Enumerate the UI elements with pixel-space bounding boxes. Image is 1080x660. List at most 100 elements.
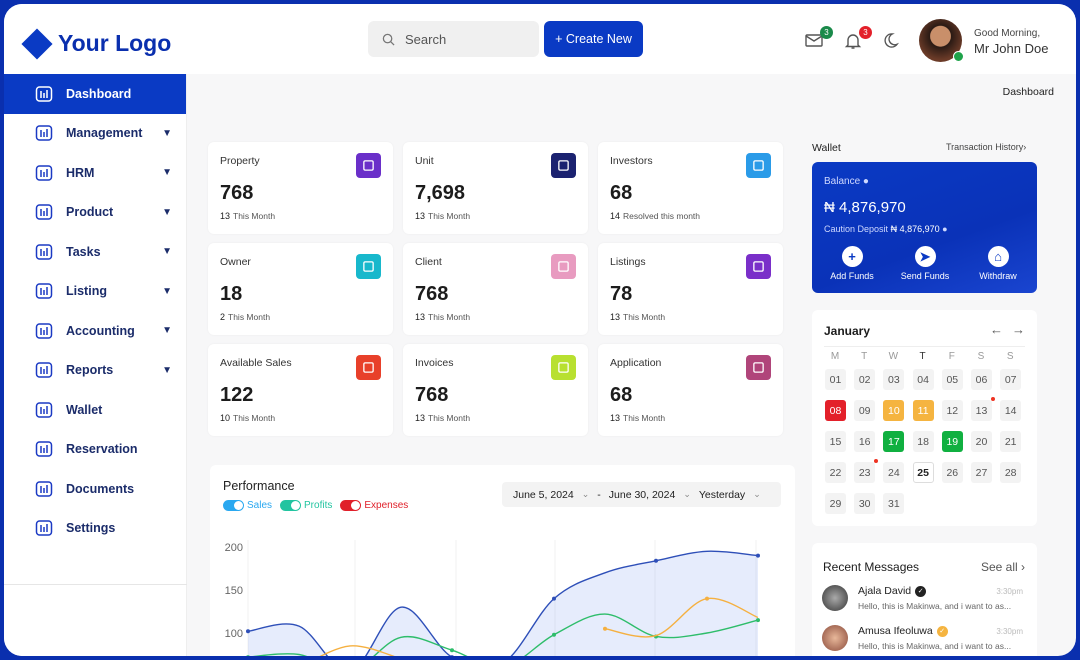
y-tick-label: 150 xyxy=(225,585,243,597)
calendar-day[interactable]: 16 xyxy=(854,431,876,452)
calendar-day[interactable]: 13 xyxy=(971,397,995,421)
range-select[interactable]: Yesterday xyxy=(698,488,746,501)
stat-card-available-sales[interactable]: Available Sales 122 10 This Month xyxy=(208,344,393,436)
search-input[interactable]: Search xyxy=(368,21,539,57)
file-icon xyxy=(551,355,576,380)
sidebar-item-listing[interactable]: Listing ▼ xyxy=(4,272,186,312)
next-month-icon[interactable]: → xyxy=(1012,322,1025,337)
send-funds-button[interactable]: ➤ Send Funds xyxy=(890,246,960,281)
sidebar-item-hrm[interactable]: HRM ▼ xyxy=(4,153,186,193)
stat-note: This Month xyxy=(233,211,276,221)
calendar-day[interactable]: 14 xyxy=(1000,400,1022,421)
sidebar-item-wallet[interactable]: Wallet xyxy=(4,390,186,430)
recent-messages: Recent Messages See all › Ajala David ✓ 3… xyxy=(812,543,1037,656)
prev-month-icon[interactable]: ← xyxy=(990,322,1003,337)
eye-icon[interactable]: ● xyxy=(862,176,869,187)
stat-count: 13 xyxy=(610,312,621,322)
toggle-switch[interactable] xyxy=(340,500,362,511)
sidebar-item-reservation[interactable]: Reservation xyxy=(4,430,186,470)
stat-card-client[interactable]: Client 768 13 This Month xyxy=(403,243,588,335)
message-item[interactable]: Ajala David ✓ 3:30pm Hello, this is Makin… xyxy=(822,585,1027,617)
stat-card-owner[interactable]: Owner 18 2 This Month xyxy=(208,243,393,335)
y-tick-label: 100 xyxy=(225,628,243,640)
dark-mode-toggle[interactable] xyxy=(882,32,902,52)
calendar-month: January xyxy=(824,324,871,338)
notifications-button[interactable]: 3 xyxy=(844,26,872,52)
stat-count: 10 xyxy=(220,413,231,423)
legend-profits[interactable]: Profits xyxy=(280,500,332,511)
calendar-day[interactable]: 18 xyxy=(912,431,934,452)
stat-value: 78 xyxy=(610,283,633,305)
info-icon: ● xyxy=(942,224,948,234)
create-new-button[interactable]: + Create New xyxy=(544,21,643,57)
calendar-day[interactable]: 12 xyxy=(941,400,963,421)
sidebar-item-accounting[interactable]: Accounting ▼ xyxy=(4,311,186,351)
calendar-day[interactable]: 10 xyxy=(883,400,905,421)
calendar-day[interactable]: 25 xyxy=(912,462,934,483)
calendar-day[interactable]: 31 xyxy=(883,493,905,514)
see-all-link[interactable]: See all › xyxy=(980,560,1025,574)
withdraw-button[interactable]: ⌂ Withdraw xyxy=(963,246,1033,281)
sidebar-item-product[interactable]: Product ▼ xyxy=(4,193,186,233)
logo[interactable]: Your Logo xyxy=(21,27,171,60)
stat-title: Client xyxy=(415,256,442,268)
legend-sales[interactable]: Sales xyxy=(223,500,272,511)
calendar-day[interactable]: 11 xyxy=(912,400,934,421)
sales-area xyxy=(248,551,758,656)
chevron-down-icon: ⌄ xyxy=(753,489,761,499)
mail-button[interactable]: 3 xyxy=(805,26,833,52)
greeting: Good Morning, xyxy=(974,28,1041,39)
calendar-day[interactable]: 22 xyxy=(825,462,846,483)
sidebar-item-settings[interactable]: Settings xyxy=(4,509,186,549)
stat-card-listings[interactable]: Listings 78 13 This Month xyxy=(598,243,783,335)
calendar-day[interactable]: 15 xyxy=(825,431,846,452)
toggle-switch[interactable] xyxy=(280,500,302,511)
chart-legend: Sales Profits Expenses xyxy=(223,500,408,511)
stat-card-application[interactable]: Application 68 13 This Month xyxy=(598,344,783,436)
balance-value: ₦ 4,876,970 xyxy=(824,199,906,216)
calendar-day[interactable]: 08 xyxy=(825,400,846,421)
stat-card-investors[interactable]: Investors 68 14 Resolved this month xyxy=(598,142,783,234)
start-date[interactable]: June 5, 2024 xyxy=(513,488,574,501)
stat-card-property[interactable]: Property 768 13 This Month xyxy=(208,142,393,234)
calendar-day[interactable]: 03 xyxy=(883,369,905,390)
toggle-switch[interactable] xyxy=(223,500,244,511)
sidebar-item-tasks[interactable]: Tasks ▼ xyxy=(4,232,186,272)
end-date[interactable]: June 30, 2024 xyxy=(608,488,676,501)
calendar-day[interactable]: 17 xyxy=(883,431,905,452)
calendar-day[interactable]: 30 xyxy=(854,493,876,514)
calendar-day[interactable]: 06 xyxy=(971,369,992,390)
stat-note: This Month xyxy=(623,312,666,322)
wallet-card: Balance ● ₦ 4,876,970 Caution Deposit ₦ … xyxy=(812,162,1037,293)
calendar-day[interactable]: 21 xyxy=(1000,431,1022,452)
sidebar-item-dashboard[interactable]: Dashboard xyxy=(4,74,186,114)
legend-expenses[interactable]: Expenses xyxy=(340,500,408,511)
calendar-day[interactable]: 05 xyxy=(941,369,963,390)
stat-count: 14 xyxy=(610,211,621,221)
calendar-day[interactable]: 04 xyxy=(912,369,934,390)
sidebar-item-management[interactable]: Management ▼ xyxy=(4,114,186,154)
transaction-history-link[interactable]: Transaction History› xyxy=(946,142,1027,152)
avatar[interactable] xyxy=(919,19,964,62)
calendar-day[interactable]: 27 xyxy=(971,462,992,483)
calendar-day[interactable]: 01 xyxy=(825,369,846,390)
calendar-day[interactable]: 29 xyxy=(825,493,846,514)
calendar-day[interactable]: 07 xyxy=(1000,369,1022,390)
calendar-day[interactable]: 09 xyxy=(854,400,876,421)
calendar-day[interactable]: 19 xyxy=(941,431,963,452)
calendar-day[interactable]: 26 xyxy=(941,462,963,483)
calendar-day[interactable]: 24 xyxy=(883,462,905,483)
sidebar-item-reports[interactable]: Reports ▼ xyxy=(4,351,186,391)
sidebar-item-documents[interactable]: Documents xyxy=(4,469,186,509)
calendar-day[interactable]: 28 xyxy=(1000,462,1022,483)
calendar-day[interactable]: 02 xyxy=(854,369,876,390)
message-item[interactable]: Amusa Ifeoluwa ✓ 3:30pm Hello, this is Ma… xyxy=(822,625,1027,656)
stat-card-unit[interactable]: Unit 7,698 13 This Month xyxy=(403,142,588,234)
date-range-picker[interactable]: June 5, 2024 ⌄ - June 30, 2024 ⌄ Yesterday… xyxy=(502,482,781,507)
calendar-day[interactable]: 20 xyxy=(971,431,992,452)
add-funds-button[interactable]: + Add Funds xyxy=(817,246,887,281)
performance-title: Performance xyxy=(223,479,295,493)
expenses-point xyxy=(603,626,607,631)
stat-card-invoices[interactable]: Invoices 768 13 This Month xyxy=(403,344,588,436)
calendar-day[interactable]: 23 xyxy=(854,459,879,483)
